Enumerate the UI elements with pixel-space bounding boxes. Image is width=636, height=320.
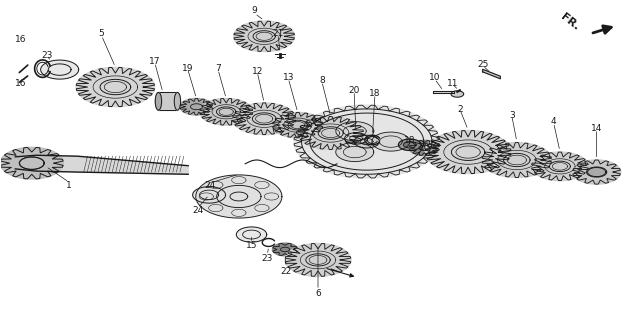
- Polygon shape: [345, 133, 368, 144]
- Polygon shape: [586, 167, 607, 177]
- Polygon shape: [285, 244, 351, 276]
- Polygon shape: [272, 112, 323, 138]
- Text: 25: 25: [477, 60, 488, 69]
- Ellipse shape: [155, 92, 162, 110]
- Polygon shape: [298, 116, 364, 149]
- Polygon shape: [532, 152, 588, 180]
- Text: 18: 18: [370, 89, 381, 98]
- Polygon shape: [336, 142, 374, 162]
- Polygon shape: [354, 135, 380, 148]
- Text: 19: 19: [182, 63, 193, 73]
- Text: 4: 4: [551, 117, 556, 126]
- Text: 10: 10: [429, 73, 440, 82]
- Text: 18: 18: [404, 136, 415, 146]
- Text: 6: 6: [315, 289, 321, 298]
- Polygon shape: [483, 69, 501, 79]
- Text: 12: 12: [251, 67, 263, 76]
- Polygon shape: [294, 105, 439, 178]
- Polygon shape: [433, 91, 453, 93]
- Text: 16: 16: [15, 35, 26, 44]
- Polygon shape: [234, 21, 294, 52]
- Text: 1: 1: [66, 181, 72, 190]
- Text: 9: 9: [252, 6, 258, 15]
- Polygon shape: [403, 142, 416, 148]
- Polygon shape: [336, 122, 374, 141]
- Text: 20: 20: [349, 86, 360, 95]
- Polygon shape: [41, 60, 79, 79]
- Polygon shape: [200, 99, 252, 125]
- Polygon shape: [158, 92, 177, 110]
- Polygon shape: [180, 99, 213, 115]
- Text: 23: 23: [261, 254, 273, 263]
- Text: 24: 24: [205, 181, 216, 190]
- Text: 8: 8: [319, 76, 324, 85]
- Ellipse shape: [174, 92, 181, 110]
- Text: 3: 3: [509, 111, 515, 120]
- Text: 20: 20: [418, 143, 430, 152]
- Text: 16: 16: [15, 79, 26, 88]
- Polygon shape: [451, 91, 464, 97]
- Text: 22: 22: [280, 267, 292, 276]
- Text: 5: 5: [99, 28, 104, 38]
- Text: 15: 15: [245, 241, 257, 250]
- Text: 24: 24: [192, 206, 204, 215]
- Polygon shape: [15, 155, 188, 174]
- Text: FR.: FR.: [559, 12, 581, 32]
- Polygon shape: [372, 132, 410, 151]
- Polygon shape: [350, 135, 363, 142]
- Polygon shape: [233, 103, 296, 135]
- Text: 2: 2: [457, 105, 462, 114]
- Text: 11: 11: [446, 79, 458, 88]
- Polygon shape: [409, 140, 439, 156]
- Polygon shape: [572, 160, 621, 184]
- Polygon shape: [272, 243, 298, 256]
- Text: 7: 7: [215, 63, 221, 73]
- Text: 23: 23: [41, 51, 53, 60]
- Polygon shape: [425, 131, 511, 174]
- Polygon shape: [398, 139, 421, 150]
- Text: 21: 21: [272, 28, 284, 38]
- Text: 14: 14: [591, 124, 602, 133]
- Polygon shape: [76, 68, 155, 107]
- Text: 13: 13: [282, 73, 294, 82]
- Polygon shape: [0, 147, 64, 179]
- Polygon shape: [237, 227, 266, 242]
- Polygon shape: [193, 187, 226, 203]
- Text: 17: 17: [149, 57, 160, 66]
- Polygon shape: [482, 142, 551, 178]
- Polygon shape: [196, 175, 282, 218]
